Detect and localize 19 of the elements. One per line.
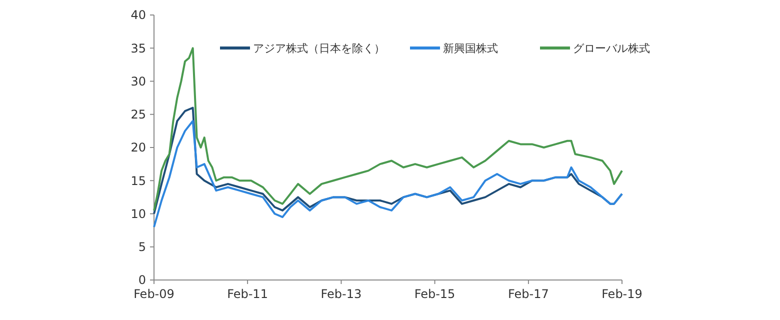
legend-label: グローバル株式: [573, 42, 650, 55]
legend-label: 新興国株式: [443, 42, 498, 55]
x-tick-label: Feb-11: [227, 287, 268, 301]
y-tick-label: 10: [130, 206, 146, 221]
y-tick-label: 15: [130, 174, 146, 188]
x-tick-label: Feb-15: [414, 287, 456, 301]
legend-label: アジア株式（日本を除く）: [253, 42, 385, 55]
y-tick-label: 25: [130, 108, 146, 122]
x-tick-label: Feb-09: [134, 287, 174, 301]
x-tick-label: Feb-13: [320, 287, 362, 301]
y-tick-label: 5: [138, 240, 146, 254]
y-tick-label: 40: [130, 8, 146, 22]
y-tick-label: 0: [138, 273, 146, 288]
y-tick-label: 20: [130, 140, 146, 155]
x-tick-label: Feb-17: [508, 287, 549, 301]
y-tick-label: 30: [130, 74, 146, 88]
line-series: [153, 120, 623, 228]
x-tick-label: Feb-19: [602, 287, 642, 301]
y-tick-label: 35: [130, 41, 146, 56]
